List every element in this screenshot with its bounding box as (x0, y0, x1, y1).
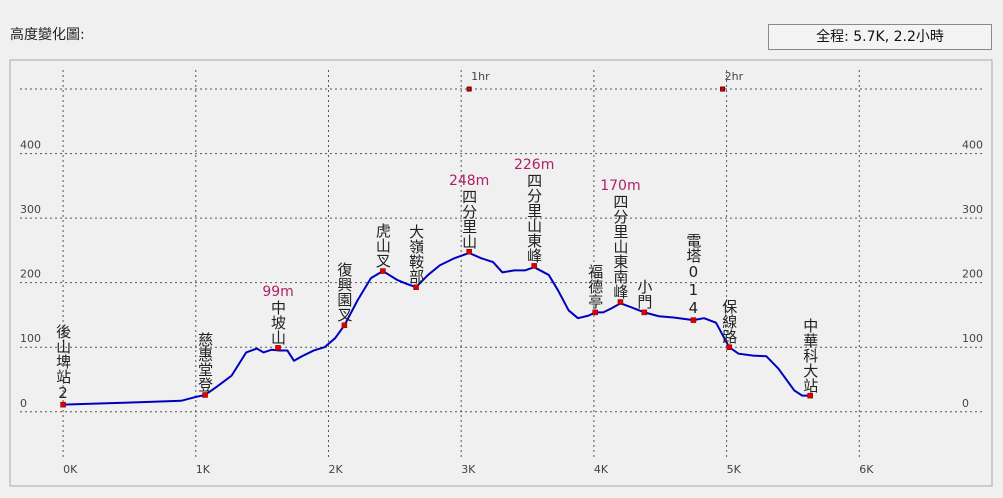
waypoint-label: 福德亭 (586, 264, 605, 310)
waypoint-label: 226m 四分里山東峰 (514, 157, 554, 263)
elevation-label: 226m (513, 156, 555, 173)
waypoint-label: 慈惠堂登 (196, 332, 215, 392)
waypoint-marker (380, 268, 386, 274)
y-tick-label: 300 (20, 203, 41, 216)
waypoint-name: 中華科大站 (801, 317, 820, 393)
waypoint-marker (275, 345, 281, 351)
time-marker-label: 2hr (725, 70, 744, 83)
waypoint-label: 復興園叉 (335, 262, 354, 323)
waypoint-label: 電塔014 (684, 233, 703, 318)
elevation-label: 170m (600, 178, 641, 195)
x-tick-label: 2K (328, 463, 343, 476)
waypoint-marker (807, 392, 813, 399)
waypoint-marker (690, 317, 697, 323)
time-marker (466, 86, 472, 92)
x-tick-label: 3K (461, 463, 476, 476)
elevation-label: 248m (448, 172, 490, 189)
waypoint-label: 248m 四分里山 (449, 173, 489, 249)
waypoint-marker (341, 322, 348, 329)
waypoint-name: 福德亭 (586, 264, 605, 310)
waypoint-name: 後山埤站2 (54, 323, 73, 402)
y-tick-label-right: 100 (962, 332, 983, 345)
waypoint-marker (641, 309, 648, 316)
y-tick-label-right: 300 (962, 203, 983, 216)
waypoint-label: 小門 (635, 279, 654, 310)
waypoint-marker (726, 344, 732, 350)
waypoint-label: 虎山叉 (373, 223, 392, 269)
header-title: 高度變化圖: (10, 27, 85, 43)
y-tick-label: 100 (20, 332, 41, 345)
waypoint-marker (202, 392, 208, 398)
y-tick-label-right: 200 (962, 268, 983, 281)
waypoint-marker (617, 299, 624, 305)
waypoint-name: 中坡山 (269, 299, 288, 345)
waypoint-name: 慈惠堂登 (196, 332, 215, 392)
x-tick-label: 5K (727, 463, 742, 476)
x-tick-label: 4K (594, 463, 609, 476)
waypoint-name: 大嶺鞍部 (407, 224, 426, 285)
waypoint-name: 復興園叉 (335, 262, 354, 323)
waypoint-name: 小門 (635, 279, 654, 310)
waypoint-label: 保線路 (720, 299, 739, 345)
waypoint-marker (531, 263, 537, 269)
waypoint-marker (592, 309, 598, 316)
waypoint-label: 170m 四分里山東南峰 (600, 178, 640, 299)
waypoint-marker (413, 284, 419, 290)
waypoint-name: 四分里山 (460, 188, 479, 249)
x-tick-label: 1K (196, 463, 211, 476)
elevation-label: 99m (262, 283, 294, 300)
y-tick-label-right: 0 (962, 397, 969, 410)
waypoint-label: 大嶺鞍部 (407, 224, 426, 285)
waypoint-marker (60, 401, 66, 408)
waypoint-name: 四分里山東南峰 (611, 194, 630, 300)
y-tick-label: 400 (20, 139, 41, 152)
waypoint-label: 99m 中坡山 (262, 284, 293, 345)
summary-box: 全程: 5.7K, 2.2小時 (768, 24, 992, 50)
waypoint-name: 四分里山東峰 (525, 172, 544, 263)
y-tick-label-right: 400 (962, 139, 983, 152)
waypoint-name: 保線路 (720, 299, 739, 345)
waypoint-name: 虎山叉 (373, 223, 392, 269)
chart-panel (9, 59, 993, 487)
x-tick-label: 6K (859, 463, 874, 476)
waypoint-name: 電塔014 (684, 233, 703, 318)
waypoint-label: 後山埤站2 (54, 323, 73, 402)
y-tick-label: 0 (20, 397, 27, 410)
time-marker (720, 86, 726, 92)
y-tick-label: 200 (20, 268, 41, 281)
time-marker-label: 1hr (471, 70, 490, 83)
waypoint-marker (466, 248, 472, 255)
x-tick-label: 0K (63, 463, 78, 476)
waypoint-label: 中華科大站 (801, 317, 820, 393)
